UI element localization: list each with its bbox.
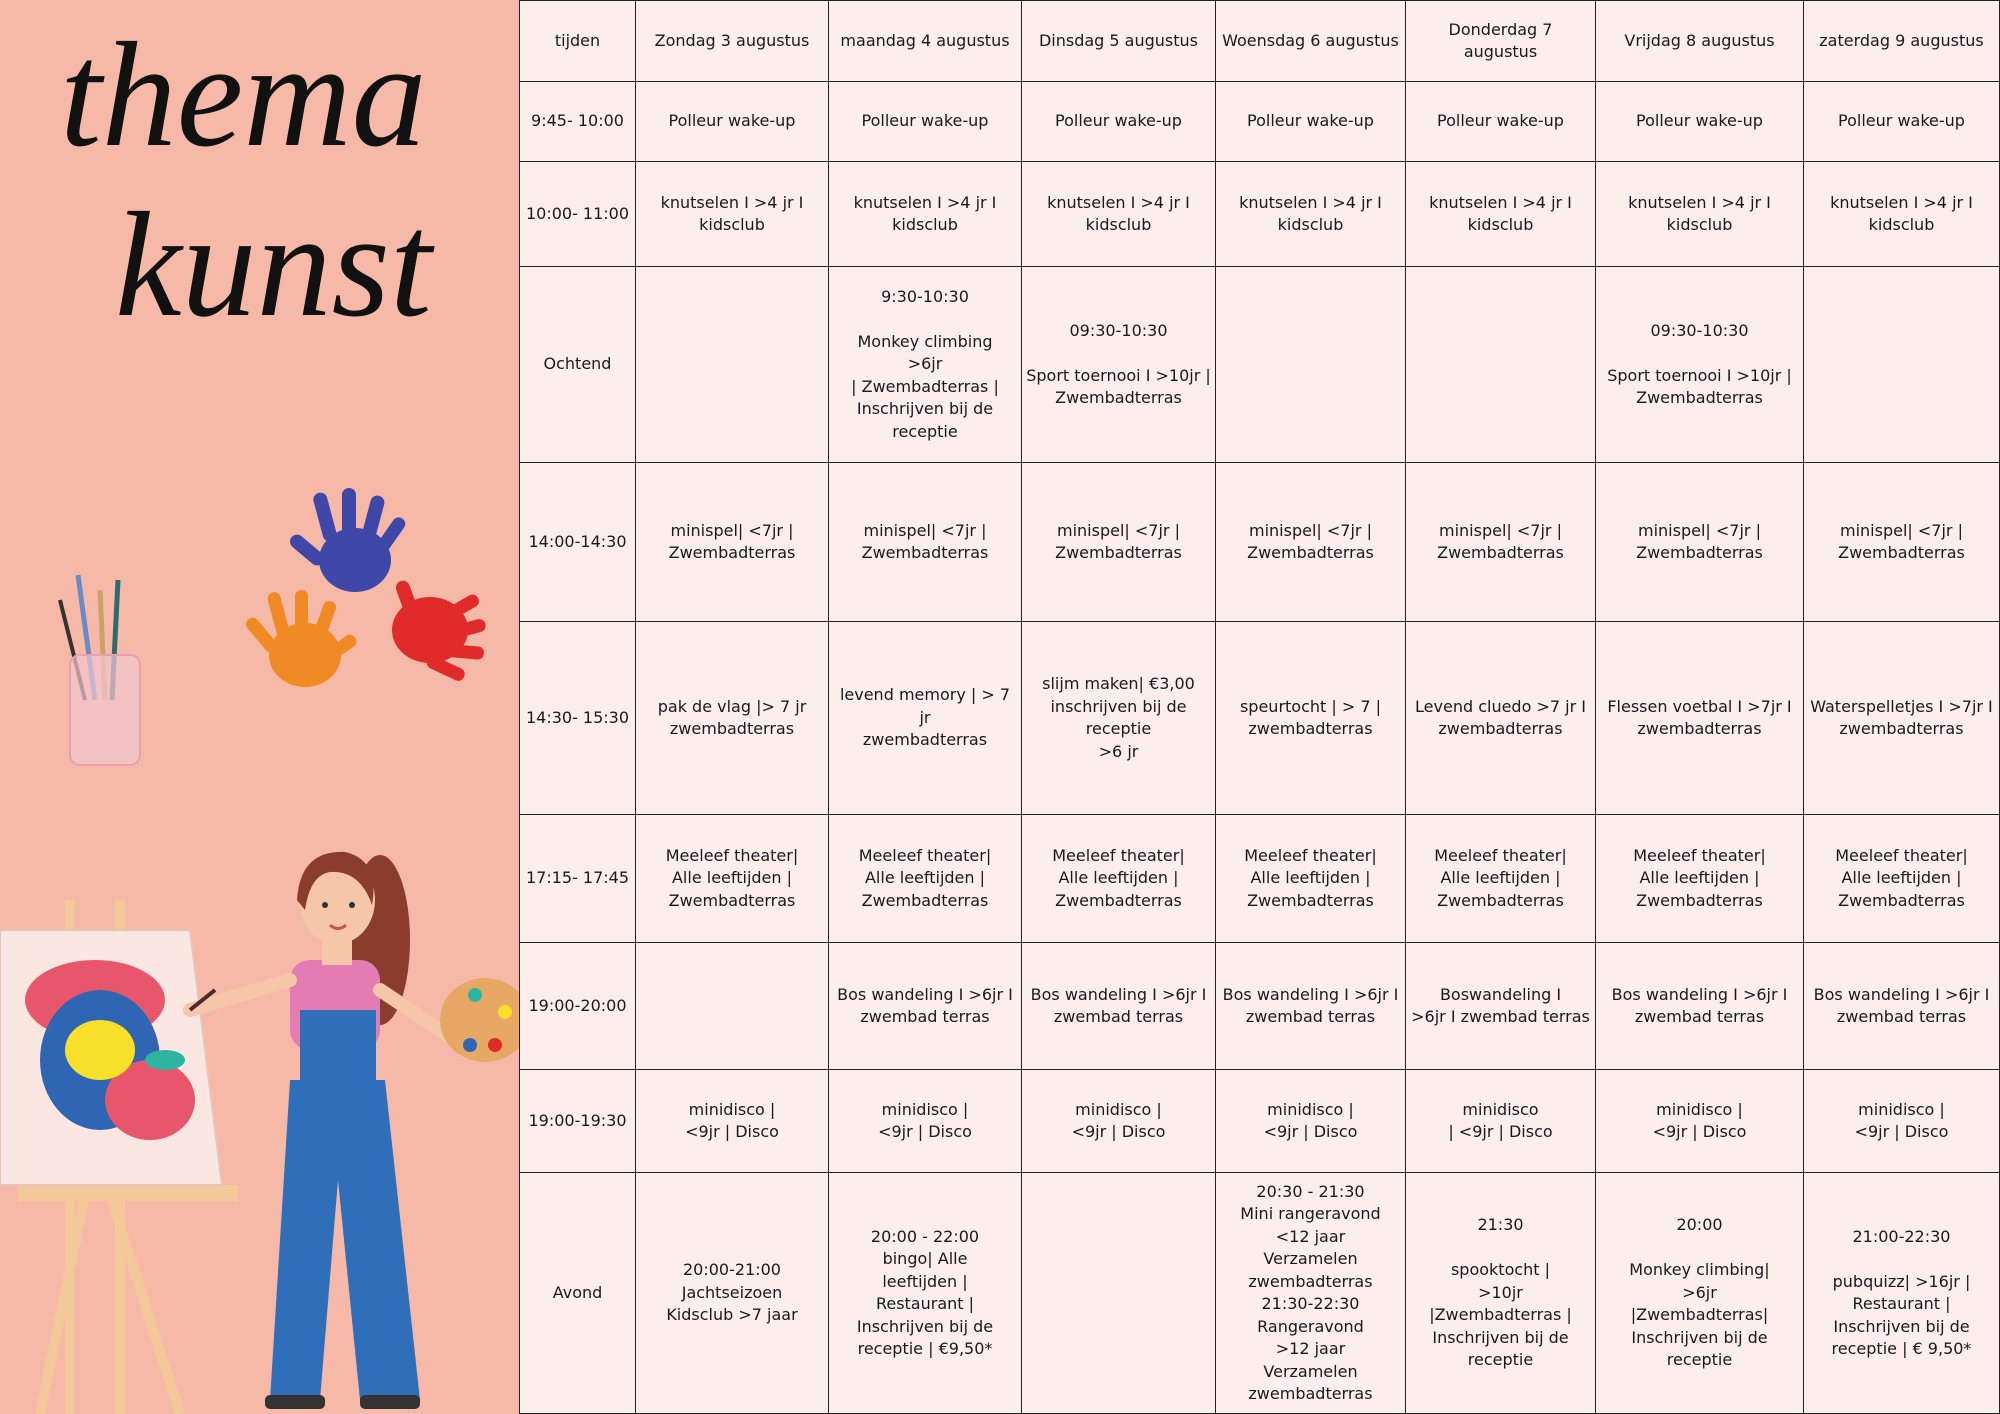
activity-cell: 20:00 - 22:00 bingo| Alle leeftijden | R… (829, 1173, 1022, 1414)
activity-cell (636, 943, 829, 1070)
title-line: kunst (115, 182, 432, 348)
easel (0, 900, 238, 1414)
activity-cell: slijm maken| €3,00 inschrijven bij de re… (1022, 622, 1216, 815)
activity-cell: Polleur wake-up (1596, 82, 1804, 162)
time-cell: 17:15- 17:45 (519, 815, 636, 943)
activity-cell: minidisco | <9jr | Disco (636, 1070, 829, 1173)
time-cell: 19:00-20:00 (519, 943, 636, 1070)
activity-cell: 09:30-10:30 Sport toernooi I >10jr | Zwe… (1596, 267, 1804, 463)
activity-cell: Meeleef theater| Alle leeftijden | Zwemb… (1406, 815, 1596, 943)
header-cell: Zondag 3 augustus (636, 0, 829, 82)
header-cell: tijden (519, 0, 636, 82)
activity-cell: minispel| <7jr | Zwembadterras (1596, 463, 1804, 622)
activity-cell: Bos wandeling I >6jr I zwembad terras (1216, 943, 1406, 1070)
brush-jar (58, 574, 141, 766)
time-cell: Ochtend (519, 267, 636, 463)
header-cell: Dinsdag 5 augustus (1022, 0, 1216, 82)
red-hand (392, 580, 486, 681)
activity-cell: Waterspelletjes I >7jr I zwembadterras (1804, 622, 2000, 815)
activity-cell: minidisco | <9jr | Disco (1022, 1070, 1216, 1173)
activity-cell: Bos wandeling I >6jr I zwembad terras (1804, 943, 2000, 1070)
activity-cell: minispel| <7jr | Zwembadterras (829, 463, 1022, 622)
activity-cell (1022, 1173, 1216, 1414)
activity-cell: Polleur wake-up (636, 82, 829, 162)
time-cell: 19:00-19:30 (519, 1070, 636, 1173)
activity-cell: minidisco | <9jr | Disco (829, 1070, 1022, 1173)
activity-cell: minidisco | <9jr | Disco (1596, 1070, 1804, 1173)
activity-cell: pak de vlag |> 7 jr zwembadterras (636, 622, 829, 815)
time-cell: Avond (519, 1173, 636, 1414)
activity-cell (1216, 267, 1406, 463)
activity-cell: minispel| <7jr | Zwembadterras (1804, 463, 2000, 622)
activity-cell: minidisco | <9jr | Disco (1216, 1070, 1406, 1173)
activity-cell: Meeleef theater| Alle leeftijden | Zwemb… (1022, 815, 1216, 943)
activity-cell: Meeleef theater| Alle leeftijden | Zwemb… (1804, 815, 2000, 943)
activity-cell: 9:30-10:30 Monkey climbing >6jr | Zwemba… (829, 267, 1022, 463)
activity-cell: knutselen I >4 jr I kidsclub (829, 162, 1022, 267)
activity-cell: knutselen I >4 jr I kidsclub (1406, 162, 1596, 267)
activity-cell: Levend cluedo >7 jr I zwembadterras (1406, 622, 1596, 815)
activity-cell: minispel| <7jr | Zwembadterras (1216, 463, 1406, 622)
activity-cell: Meeleef theater| Alle leeftijden | Zwemb… (829, 815, 1022, 943)
activity-cell: knutselen I >4 jr I kidsclub (1216, 162, 1406, 267)
girl (183, 851, 519, 1409)
activity-cell: Polleur wake-up (1406, 82, 1596, 162)
activity-cell: Bos wandeling I >6jr I zwembad terras (1596, 943, 1804, 1070)
activity-cell: Polleur wake-up (829, 82, 1022, 162)
title: thema kunst (60, 10, 432, 350)
activity-cell: knutselen I >4 jr I kidsclub (1022, 162, 1216, 267)
activity-cell: minidisco | <9jr | Disco (1406, 1070, 1596, 1173)
header-cell: zaterdag 9 augustus (1804, 0, 2000, 82)
title-line: thema (60, 12, 427, 178)
activity-cell: Polleur wake-up (1804, 82, 2000, 162)
activity-cell: knutselen I >4 jr I kidsclub (1596, 162, 1804, 267)
header-cell: maandag 4 augustus (829, 0, 1022, 82)
time-cell: 14:00-14:30 (519, 463, 636, 622)
orange-hand (246, 590, 357, 687)
activity-cell: 20:30 - 21:30 Mini rangeravond <12 jaar … (1216, 1173, 1406, 1414)
activity-cell: levend memory | > 7 jr zwembadterras (829, 622, 1022, 815)
activity-cell: Meeleef theater| Alle leeftijden | Zwemb… (1596, 815, 1804, 943)
time-cell: 14:30- 15:30 (519, 622, 636, 815)
activity-cell: 20:00 Monkey climbing| >6jr |Zwembadterr… (1596, 1173, 1804, 1414)
activity-cell: 20:00-21:00 Jachtseizoen Kidsclub >7 jaa… (636, 1173, 829, 1414)
activity-cell (1804, 267, 2000, 463)
activity-cell: Polleur wake-up (1216, 82, 1406, 162)
activity-cell (1406, 267, 1596, 463)
activity-cell: 09:30-10:30 Sport toernooi I >10jr | Zwe… (1022, 267, 1216, 463)
header-cell: Woensdag 6 augustus (1216, 0, 1406, 82)
time-cell: 9:45- 10:00 (519, 82, 636, 162)
activity-cell: Flessen voetbal I >7jr I zwembadterras (1596, 622, 1804, 815)
schedule-table: tijden Zondag 3 augustus maandag 4 augustu… (519, 0, 2000, 1414)
activity-cell: minispel| <7jr | Zwembadterras (1406, 463, 1596, 622)
header-cell: Vrijdag 8 augustus (1596, 0, 1804, 82)
activity-cell: minispel| <7jr | Zwembadterras (636, 463, 829, 622)
blue-hand (290, 488, 406, 592)
activity-cell: Polleur wake-up (1022, 82, 1216, 162)
activity-cell: minidisco | <9jr | Disco (1804, 1070, 2000, 1173)
activity-cell: Bos wandeling I >6jr I zwembad terras (1022, 943, 1216, 1070)
activity-cell: 21:30 spooktocht | >10jr |Zwembadterras … (1406, 1173, 1596, 1414)
activity-cell: minispel| <7jr | Zwembadterras (1022, 463, 1216, 622)
activity-cell: 21:00-22:30 pubquizz| >16jr | Restaurant… (1804, 1173, 2000, 1414)
activity-cell: Meeleef theater| Alle leeftijden | Zwemb… (636, 815, 829, 943)
header-cell: Donderdag 7 augustus (1406, 0, 1596, 82)
time-cell: 10:00- 11:00 (519, 162, 636, 267)
activity-cell: Meeleef theater| Alle leeftijden | Zwemb… (1216, 815, 1406, 943)
activity-cell: speurtocht | > 7 | zwembadterras (1216, 622, 1406, 815)
activity-cell: knutselen I >4 jr I kidsclub (636, 162, 829, 267)
activity-cell (636, 267, 829, 463)
activity-cell: Bos wandeling I >6jr I zwembad terras (829, 943, 1022, 1070)
activity-cell: knutselen I >4 jr I kidsclub (1804, 162, 2000, 267)
side-panel: thema kunst (0, 0, 519, 1414)
activity-cell: Boswandeling I >6jr I zwembad terras (1406, 943, 1596, 1070)
